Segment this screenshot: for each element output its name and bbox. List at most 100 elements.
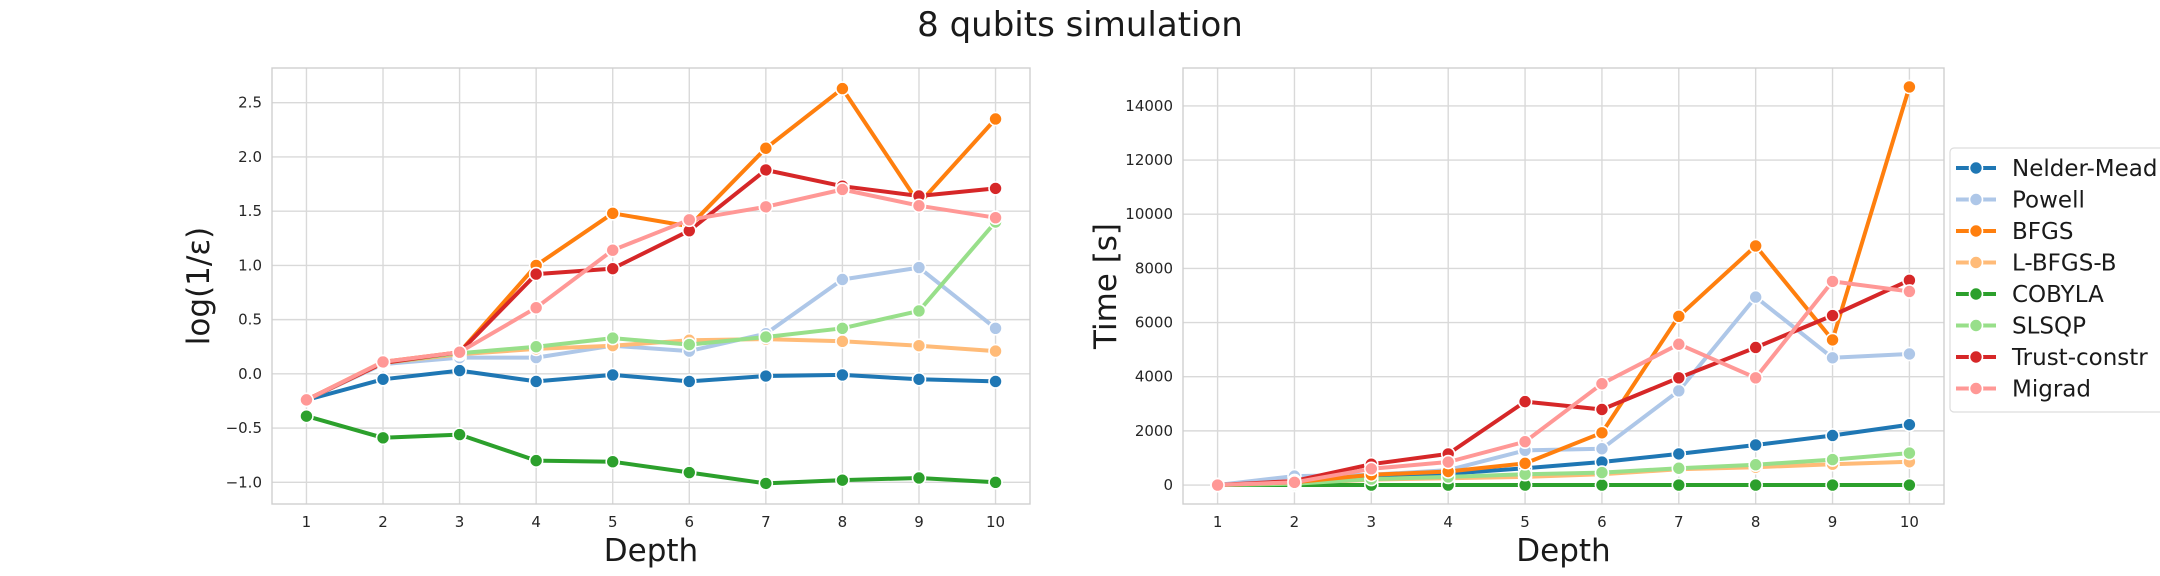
data-point [758, 476, 774, 491]
legend-marker [1968, 255, 1984, 270]
y-tick-label: 1.0 [238, 256, 262, 274]
y-tick-label: 2000 [1135, 422, 1173, 440]
y-tick-label: 0.5 [238, 311, 262, 329]
data-point [1902, 79, 1917, 95]
data-point [988, 320, 1003, 336]
data-point [605, 454, 621, 470]
legend-entry: SLSQP [1956, 314, 2086, 340]
data-point [911, 371, 927, 387]
data-point [1825, 350, 1840, 366]
legend-entry: COBYLA [1956, 282, 2104, 308]
data-point [1748, 477, 1763, 493]
x-tick-label: 2 [378, 513, 388, 531]
legend-marker [1968, 318, 1984, 333]
data-point [1902, 477, 1917, 493]
data-point [835, 272, 850, 287]
right-plot: 1 2 3 4 5 6 7 8 9 10 0 2000 4000 6000 8000 10000 12000 14… [1088, 67, 1945, 569]
y-tick-label: 8000 [1135, 259, 1173, 277]
data-point [988, 210, 1003, 225]
x-tick-label: 10 [986, 513, 1005, 531]
legend-box [1949, 147, 2160, 413]
legend-marker [1968, 349, 1984, 365]
data-point [1517, 456, 1533, 471]
data-point [1902, 284, 1917, 299]
data-point [1748, 289, 1763, 305]
data-point [1825, 332, 1840, 348]
data-point [988, 374, 1003, 389]
series-migrad [1210, 274, 1917, 493]
x-tick-label: 3 [455, 513, 465, 531]
y-tick-label: 10000 [1125, 205, 1173, 223]
y-tick-label: 2.5 [238, 94, 262, 112]
data-point [1517, 394, 1533, 409]
data-point [835, 472, 850, 488]
series-line [304, 187, 998, 402]
data-point [1902, 417, 1917, 432]
data-point [528, 374, 544, 389]
data-point [1287, 475, 1302, 490]
legend-marker [1968, 381, 1984, 396]
data-point [1825, 274, 1840, 289]
data-point [605, 242, 621, 258]
data-point [988, 475, 1003, 490]
legend-entry: L-BFGS-B [1956, 251, 2117, 277]
data-point [758, 162, 774, 178]
data-point [1671, 309, 1687, 324]
data-point [835, 367, 850, 383]
data-point [299, 392, 314, 408]
legend-marker [1968, 192, 1984, 207]
left-plot: 1 2 3 4 5 6 7 8 9 10 −1.0 −0.5 0.0 0.5 1.0 1.5 2.0 2.5 Dep… [181, 67, 1031, 569]
data-point [1671, 383, 1687, 399]
plot-frame [271, 67, 1031, 505]
legend-entry: Powell [1956, 188, 2085, 214]
data-point [911, 303, 927, 319]
series-migrad [299, 182, 1003, 408]
data-point [911, 338, 927, 353]
x-tick-label: 9 [914, 513, 924, 531]
x-tick-label: 1 [1213, 513, 1223, 531]
legend-label: BFGS [2012, 219, 2073, 245]
x-tick-label: 7 [761, 513, 771, 531]
data-point [1594, 441, 1610, 457]
data-point [1825, 452, 1840, 467]
data-point [452, 344, 467, 360]
data-point [1594, 465, 1610, 480]
data-point [835, 334, 850, 349]
y-tick-label: −0.5 [226, 419, 262, 437]
legend-marker [1968, 160, 1984, 176]
legend: Nelder-Mead Powell BFGS L-BFGS-B COBYLA SLSQP… [1949, 147, 2160, 413]
data-point [1671, 477, 1687, 493]
data-point [452, 363, 467, 378]
data-point [1825, 477, 1840, 493]
data-point [299, 408, 314, 424]
data-point [911, 470, 927, 486]
legend-label: SLSQP [2012, 314, 2086, 340]
data-point [605, 367, 621, 383]
x-tick-label: 3 [1367, 513, 1377, 531]
series-l-bfgs-b [299, 331, 1003, 408]
data-point [452, 427, 467, 442]
legend-label: Migrad [2012, 377, 2091, 403]
data-point [1594, 376, 1610, 392]
legend-label: COBYLA [2012, 282, 2104, 308]
series-line [1215, 278, 1912, 487]
x-tick-label: 7 [1674, 513, 1684, 531]
data-point [1902, 346, 1917, 362]
x-axis-label: Depth [1516, 533, 1610, 569]
data-point [835, 320, 850, 336]
data-point [988, 111, 1003, 127]
plot-frame [1182, 67, 1945, 505]
x-tick-label: 8 [1751, 513, 1761, 531]
data-point [605, 330, 621, 346]
data-point [911, 260, 927, 275]
legend-marker [1968, 223, 1984, 239]
data-point [1671, 446, 1687, 462]
x-tick-label: 2 [1290, 513, 1300, 531]
data-point [1902, 445, 1917, 461]
data-point [1671, 336, 1687, 352]
legend-entry: Trust-constr [1956, 345, 2148, 371]
series-line [304, 86, 998, 402]
data-point [1748, 370, 1763, 386]
figure-title: 8 qubits simulation [917, 5, 1243, 45]
